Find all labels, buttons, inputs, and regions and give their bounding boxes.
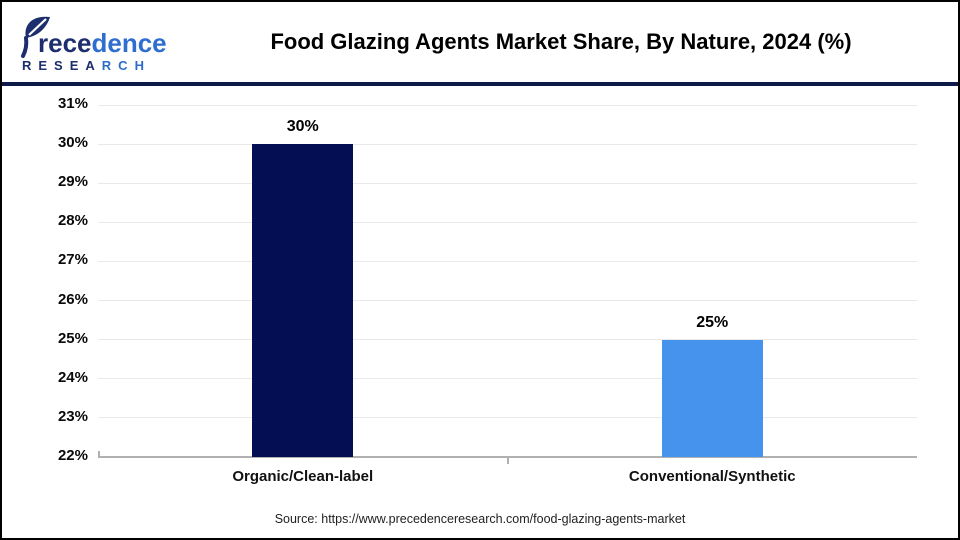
- header: recedence RESEARCH Food Glazing Agents M…: [2, 2, 958, 82]
- x-axis-label: Conventional/Synthetic: [628, 468, 796, 485]
- gridline: [98, 260, 917, 262]
- y-axis-label: 25%: [57, 329, 88, 347]
- bar: [252, 144, 354, 457]
- bar-value-label: 30%: [286, 118, 319, 136]
- gridline: [98, 221, 917, 223]
- y-axis-label: 30%: [57, 134, 88, 152]
- source-text: Source: https://www.precedenceresearch.c…: [274, 512, 686, 526]
- bar: [661, 339, 763, 457]
- gridline: [98, 182, 917, 184]
- x-axis-label: Organic/Clean-label: [232, 468, 374, 485]
- y-axis-label: 26%: [57, 290, 88, 308]
- axis-baseline: [98, 456, 917, 458]
- y-axis-label: 28%: [57, 212, 88, 230]
- y-axis-label: 29%: [57, 173, 88, 191]
- gridline: [98, 339, 917, 341]
- gridline: [98, 300, 917, 302]
- gridline: [98, 378, 917, 380]
- chart-title: Food Glazing Agents Market Share, By Nat…: [270, 29, 852, 54]
- gridline: [98, 417, 917, 419]
- leaf-p-icon: [21, 16, 50, 58]
- y-axis-label: 22%: [57, 447, 88, 464]
- bar-value-label: 25%: [696, 313, 729, 331]
- axis-tick-left: [98, 451, 100, 456]
- gridline: [98, 143, 917, 145]
- y-axis-label: 27%: [57, 251, 88, 269]
- logo-wordmark: recedence: [38, 28, 167, 58]
- precedence-research-logo: recedence RESEARCH: [21, 16, 167, 73]
- logo-subtitle: RESEARCH: [22, 58, 151, 73]
- y-axis-label: 31%: [57, 95, 88, 112]
- gridline: [98, 104, 917, 106]
- axis-tick-mid: [506, 458, 509, 464]
- y-axis-label: 23%: [57, 407, 88, 425]
- y-axis-label: 24%: [57, 368, 88, 386]
- header-separator: [2, 82, 958, 86]
